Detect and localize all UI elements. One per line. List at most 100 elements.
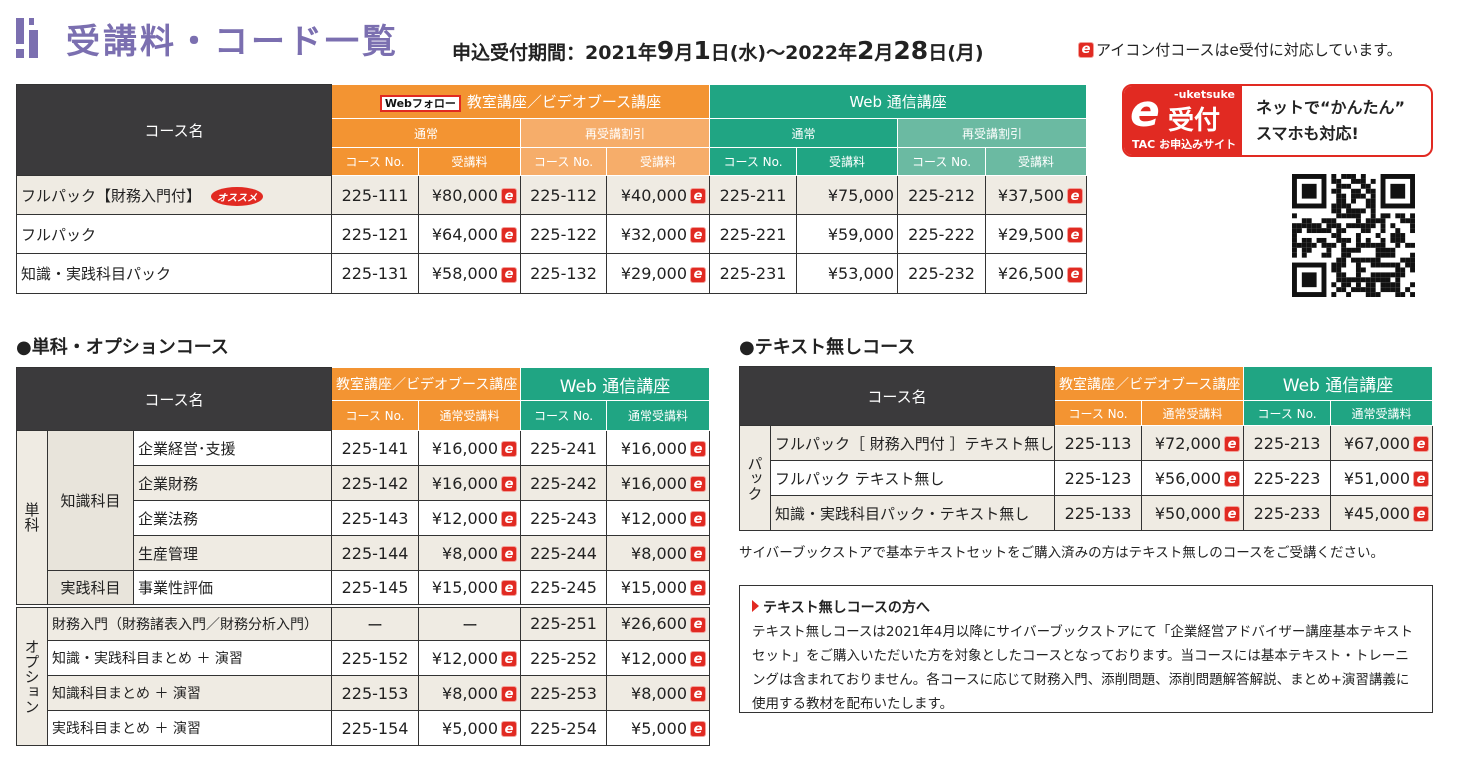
fee-value: ¥15,000 [431,577,499,597]
e-uketsuke-icon: e [1224,471,1241,487]
e-uketsuke-icon: e [690,266,707,283]
fee-value: ¥45,000 [1343,503,1411,523]
e-uketsuke-icon: e [501,476,518,492]
course-fee: ¥26,600 e [606,605,711,641]
table-row: フルパック テキスト無し 225-123 ¥56,000 e 225-223 ¥51,00… [740,460,1434,496]
course-number: 225-212 [897,175,987,215]
table-row: 実践科目まとめ ＋ 演習 225-154 ¥5,000 e 225-254 ¥5,000 e [17,710,711,746]
course-number: 225-221 [709,214,798,254]
course-name: フルパック【財務入門付】 [21,186,202,205]
table-row: パック フルパック［ 財務入門付 ］テキスト無し 225-113 ¥72,000 e 22… [739,425,1434,531]
e-uketsuke-banner[interactable]: e -uketsuke 受付 TAC お申込みサイト ネットで“かんたん” スマホ… [1122,84,1433,157]
course-number: 225-113 [1054,425,1143,461]
fee-value: ¥56,000 [1154,468,1222,488]
fee-value: ¥53,000 [827,264,895,283]
table-row: フルパック【財務入門付】 オススメ 225-111 ¥80,000 e 225-112 ¥4… [16,175,1088,215]
e-uketsuke-icon: e [501,686,518,702]
web-course-header: Web 通信講座 [1243,366,1434,401]
e-uketsuke-icon: e [690,188,707,204]
e-uketsuke-icon: e [690,441,707,457]
fee-value: ¥12,000 [620,508,688,528]
e-uketsuke-icon: e [1078,41,1094,58]
table-row: 知識・実践科目パック 225-131 ¥58,000 e 225-132 ¥29,000 e… [16,253,1088,294]
table-row: 知識・実践科目まとめ ＋ 演習 225-152 ¥12,000 e 225-252 ¥12… [17,640,711,676]
e-uketsuke-icon: e [501,546,518,562]
fee-value: ¥59,000 [827,224,895,244]
fee-value: ¥8,000 [442,683,499,703]
page-title: 受講料・コード一覧 [66,22,399,62]
course-number: 225-211 [709,175,798,215]
course-no-header: コース No. [520,400,608,431]
fee-value: ¥40,000 [620,185,688,205]
classroom-retake-header: 再受講割引 [519,118,711,148]
course-fee: ¥16,000 e [606,430,711,466]
course-number: 225-251 [520,605,608,641]
group-single: 単科 [16,430,48,606]
course-number: 225-141 [331,430,420,466]
e-uketsuke-icon: e [501,511,518,527]
course-name: 事業性評価 [132,570,333,606]
fee-value: ¥15,000 [620,577,688,597]
course-fee: ¥5,000 e [418,710,522,746]
course-number: 225-111 [331,175,419,215]
course-number: 225-145 [331,570,420,606]
e-uketsuke-icon: e [690,616,707,633]
course-name: 企業法務 [132,500,333,536]
course-fee: ¥8,000 e [418,535,522,571]
course-fee: ¥45,000 e [1330,495,1434,531]
e-icon-note: e アイコン付コースはe受付に対応しています。 [1078,39,1402,60]
web-course-header: Web 通信講座 [520,367,711,401]
course-number: 225-154 [331,710,420,746]
group-label: 単科 [22,502,41,533]
fee-value: ¥12,000 [431,648,499,668]
table-row: 知識科目まとめ ＋ 演習 225-153 ¥8,000 e 225-253 ¥8,000 e [17,675,711,711]
course-name-cell: 知識・実践科目パック [16,253,332,294]
course-name-header: コース名 [16,84,332,176]
course-name: 知識科目まとめ ＋ 演習 [46,675,333,711]
fee-value: ¥32,000 [620,224,688,244]
fee-header: 受講料 [796,147,899,176]
fee-value: ¥26,500 [997,264,1065,283]
no-text-course-table: コース名 教室講座／ビデオブース講座 Web 通信講座 コース No. 通常受講… [738,366,1434,531]
course-fee: ー [418,605,522,641]
fee-value: ¥16,000 [620,438,688,458]
e-uketsuke-icon: e [1413,471,1430,487]
course-number: ー [331,605,420,641]
web-normal-header: 通常 [709,118,899,148]
fee-header: 受講料 [418,147,521,176]
e-uketsuke-icon: e [1224,506,1241,522]
course-no-header: コース No. [520,147,607,176]
course-name: 知識・実践科目パック・テキスト無し [769,495,1056,531]
qr-code[interactable] [1292,174,1415,297]
course-fee: ¥26,500 e [985,253,1088,294]
e-uketsuke-icon: e [690,651,707,667]
fee-value: ¥75,000 [827,185,895,205]
e-uketsuke-icon: e [1413,436,1430,452]
application-period: 申込受付期間：2021年9月1日(水)～2022年2月28日(月) [452,36,984,65]
course-fee: ¥51,000 e [1330,460,1434,496]
course-fee: ¥12,000 e [418,640,522,676]
course-number: 225-133 [1054,495,1143,531]
e-uketsuke-icon: e [501,721,518,737]
course-name-header: コース名 [15,367,333,431]
course-fee: ¥50,000 e [1141,495,1245,531]
web-retake-header: 再受講割引 [897,118,1088,148]
course-name: フルパック [21,225,97,244]
course-fee: ¥37,500 e [985,175,1088,215]
course-fee: ¥80,000 e [418,175,521,215]
course-name: フルパック テキスト無し [769,460,1056,496]
course-fee: ¥67,000 e [1330,425,1434,461]
course-number: 225-233 [1243,495,1332,531]
course-name: 知識・実践科目パック [21,265,172,283]
e-uketsuke-icon: e [690,546,707,562]
fee-value: ¥29,500 [997,224,1065,244]
course-number: 225-252 [520,640,608,676]
course-number: 225-142 [331,465,420,501]
course-fee: ¥8,000 e [606,675,711,711]
course-no-header: コース No. [331,147,419,176]
course-fee: ¥12,000 e [606,500,711,536]
course-fee: ¥16,000 e [418,465,522,501]
e-uketsuke-icon: e [690,227,707,243]
group-label: オプション [22,638,41,714]
fee-value: ¥80,000 [431,185,498,205]
